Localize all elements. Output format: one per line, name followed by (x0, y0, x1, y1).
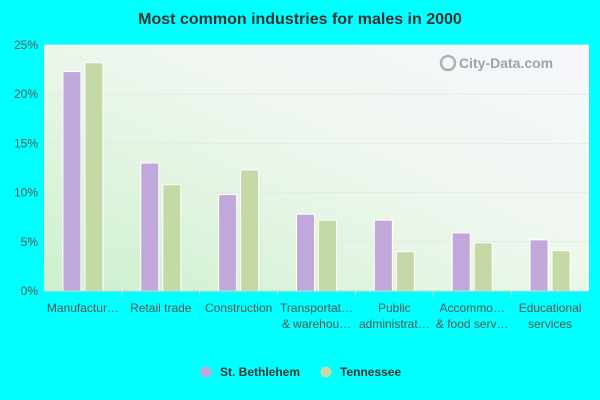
plot-area (44, 45, 589, 291)
x-tick-label: & warehou… (282, 317, 351, 331)
x-tick-label: Transportat… (280, 301, 353, 315)
watermark: City-Data.com (439, 54, 553, 72)
bar[interactable] (84, 62, 104, 292)
y-tick-label: 5% (21, 235, 39, 249)
bar[interactable] (373, 219, 393, 292)
legend-label: St. Bethlehem (220, 365, 300, 379)
y-tick-label: 20% (14, 87, 38, 101)
x-tick-label: Public (378, 301, 411, 315)
y-tick-label: 25% (14, 38, 38, 52)
bar[interactable] (318, 219, 337, 292)
watermark-text: City-Data.com (459, 55, 553, 71)
bar[interactable] (395, 251, 415, 292)
x-tick-label: Manufactur… (47, 301, 119, 315)
bar[interactable] (218, 194, 238, 292)
bar[interactable] (162, 184, 182, 292)
bar[interactable] (451, 232, 471, 292)
chart-title: Most common industries for males in 2000 (138, 11, 462, 28)
bar[interactable] (551, 250, 571, 292)
x-tick-label: Retail trade (130, 301, 192, 315)
watermark-icon (439, 54, 457, 72)
x-tick-label: Educational (519, 301, 582, 315)
x-tick-label: & food serv… (436, 317, 509, 331)
bar[interactable] (296, 213, 315, 292)
bar[interactable] (529, 239, 549, 292)
y-axis: 0% 5% 10% 15% 20% 25% (14, 38, 38, 298)
x-tick-label: administrat… (359, 317, 430, 331)
gridlines (44, 44, 589, 243)
legend-swatch (200, 366, 212, 378)
x-tick-label: services (528, 317, 572, 331)
bar[interactable] (240, 169, 260, 292)
y-tick-label: 15% (14, 136, 38, 150)
legend-label: Tennessee (340, 365, 401, 379)
legend: St. Bethlehem Tennessee (200, 365, 401, 379)
bar[interactable] (140, 162, 160, 292)
bar[interactable] (62, 71, 82, 292)
x-tick-label: Construction (205, 301, 272, 315)
x-tick-label: Accommo… (440, 301, 505, 315)
y-tick-label: 10% (14, 186, 38, 200)
x-axis: Manufactur… Retail trade Construction Trans… (44, 290, 589, 331)
y-tick-label: 0% (21, 284, 39, 298)
legend-swatch (320, 366, 332, 378)
bar[interactable] (473, 242, 493, 292)
